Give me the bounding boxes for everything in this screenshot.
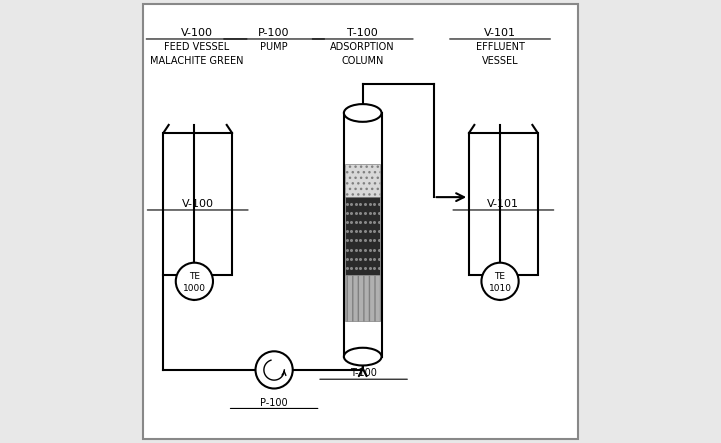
Circle shape: [482, 263, 518, 300]
Text: P-100: P-100: [258, 28, 290, 38]
Bar: [164, 133, 232, 275]
Ellipse shape: [344, 348, 381, 365]
Text: T-100: T-100: [348, 28, 378, 38]
Text: P-100: P-100: [260, 398, 288, 408]
Text: V-100: V-100: [182, 199, 213, 209]
Bar: [345, 164, 380, 197]
Text: V-101: V-101: [484, 28, 516, 38]
Text: FEED VESSEL: FEED VESSEL: [164, 43, 229, 52]
Bar: [344, 113, 381, 357]
FancyBboxPatch shape: [143, 4, 578, 439]
Text: COLUMN: COLUMN: [342, 56, 384, 66]
Circle shape: [255, 351, 293, 389]
Text: ADSORPTION: ADSORPTION: [330, 43, 395, 52]
Bar: [345, 275, 380, 321]
Text: 1010: 1010: [489, 284, 511, 293]
Text: T-100: T-100: [350, 369, 377, 378]
Text: TE: TE: [495, 272, 505, 280]
Circle shape: [176, 263, 213, 300]
Ellipse shape: [344, 104, 381, 122]
Text: VESSEL: VESSEL: [482, 56, 518, 66]
Text: PUMP: PUMP: [260, 43, 288, 52]
Bar: [469, 133, 538, 275]
Text: V-100: V-100: [180, 28, 213, 38]
Text: TE: TE: [189, 272, 200, 280]
Text: EFFLUENT: EFFLUENT: [476, 43, 524, 52]
Text: 1000: 1000: [183, 284, 206, 293]
Text: MALACHITE GREEN: MALACHITE GREEN: [150, 56, 244, 66]
Text: V-101: V-101: [487, 199, 519, 209]
Bar: [345, 197, 380, 275]
